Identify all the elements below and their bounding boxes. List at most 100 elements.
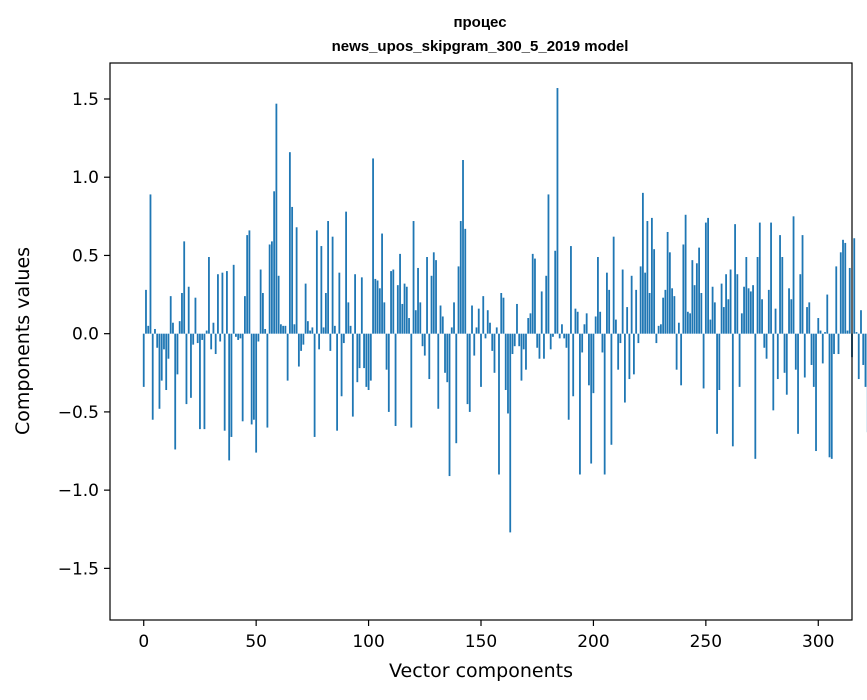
bar-5 [154, 329, 156, 334]
bar-123 [419, 302, 421, 333]
bar-192 [575, 309, 577, 334]
bar-59 [275, 104, 277, 334]
bar-4 [152, 334, 154, 420]
bar-198 [588, 334, 590, 386]
bar-51 [258, 334, 260, 342]
bar-173 [532, 254, 534, 334]
y-tick-label-4: −0.5 [58, 403, 99, 423]
bar-28 [206, 331, 208, 334]
bar-117 [406, 287, 408, 334]
y-tick-label-1: 1.0 [72, 168, 99, 188]
bar-260 [727, 299, 729, 333]
y-tick-label-0: 1.5 [72, 90, 99, 110]
bar-134 [444, 334, 446, 373]
bar-291 [797, 334, 799, 434]
bar-136 [449, 334, 451, 476]
bar-285 [784, 334, 786, 373]
bar-23 [195, 298, 197, 334]
bar-119 [410, 334, 412, 428]
bar-282 [777, 334, 779, 379]
bar-166 [516, 304, 518, 334]
bar-296 [808, 302, 810, 333]
bar-46 [246, 235, 248, 334]
bar-98 [363, 334, 365, 368]
bar-45 [244, 296, 246, 334]
bar-287 [788, 288, 790, 333]
bar-41 [235, 334, 237, 337]
bar-64 [287, 334, 289, 381]
bar-318 [858, 334, 860, 379]
bar-14 [174, 334, 176, 450]
bar-255 [716, 334, 718, 434]
bar-112 [395, 334, 397, 426]
bar-162 [507, 334, 509, 414]
bar-62 [282, 326, 284, 334]
y-axis-label: Components values [12, 247, 34, 435]
bar-253 [712, 287, 714, 334]
bar-199 [590, 334, 592, 464]
bar-95 [356, 334, 358, 383]
bar-184 [557, 88, 559, 334]
bar-26 [201, 334, 203, 340]
bar-142 [462, 160, 464, 334]
bar-305 [829, 334, 831, 458]
bar-235 [671, 288, 673, 333]
bar-214 [624, 334, 626, 403]
bar-80 [323, 327, 325, 333]
bar-265 [739, 334, 741, 387]
bar-163 [509, 334, 511, 533]
bar-83 [329, 334, 331, 351]
bar-224 [646, 221, 648, 334]
bar-143 [464, 229, 466, 334]
bar-280 [772, 334, 774, 411]
bar-96 [359, 334, 361, 368]
bar-151 [482, 296, 484, 334]
bar-107 [383, 302, 385, 333]
bar-232 [664, 290, 666, 334]
bar-89 [343, 334, 345, 343]
bar-208 [611, 334, 613, 445]
bar-61 [280, 324, 282, 333]
bar-272 [754, 334, 756, 459]
bar-11 [168, 334, 170, 359]
bar-90 [345, 212, 347, 334]
bar-40 [233, 265, 235, 334]
bar-63 [284, 326, 286, 334]
bar-21 [190, 334, 192, 398]
bar-290 [795, 334, 797, 370]
bar-149 [478, 309, 480, 334]
bar-10 [165, 334, 167, 390]
bar-294 [804, 334, 806, 378]
bar-60 [278, 276, 280, 334]
bar-127 [428, 334, 430, 379]
bar-241 [685, 215, 687, 334]
bar-130 [435, 260, 437, 334]
bar-19 [186, 334, 188, 404]
bar-152 [485, 334, 487, 339]
bar-234 [669, 252, 671, 333]
bar-100 [368, 334, 370, 390]
bar-148 [476, 327, 478, 333]
bar-97 [361, 277, 363, 333]
bar-284 [781, 257, 783, 334]
bar-266 [741, 313, 743, 333]
bar-78 [318, 334, 320, 350]
bar-312 [844, 243, 846, 334]
bar-66 [291, 207, 293, 334]
bar-160 [503, 298, 505, 334]
bar-9 [163, 334, 165, 350]
bar-236 [673, 296, 675, 334]
bar-124 [422, 334, 424, 347]
bar-92 [350, 326, 352, 334]
x-tick-label-6: 300 [802, 632, 834, 652]
bar-308 [835, 266, 837, 333]
bar-193 [577, 312, 579, 334]
bar-172 [530, 313, 532, 333]
bar-147 [473, 334, 475, 356]
bar-259 [725, 274, 727, 333]
bar-13 [172, 323, 174, 334]
bar-85 [334, 326, 336, 334]
bar-150 [480, 334, 482, 387]
bar-16 [179, 321, 181, 334]
